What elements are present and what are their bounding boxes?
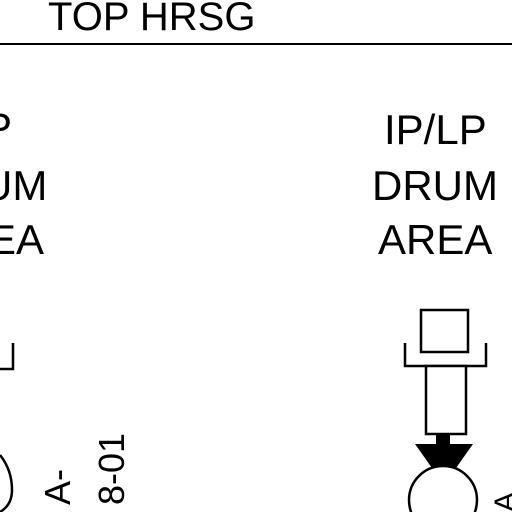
left-bracket-fragment bbox=[0, 343, 15, 371]
valve-tag: A- bbox=[37, 469, 78, 505]
valve-tag-number-group: 8-01 bbox=[91, 433, 132, 505]
right-area-label-line3: AREA bbox=[378, 216, 492, 263]
right-area-label-line1: IP/LP bbox=[384, 106, 487, 153]
right-tag-fragment-group: A bbox=[489, 492, 512, 512]
left-valve-body-fragment bbox=[0, 454, 14, 512]
actuator-connector bbox=[436, 434, 450, 444]
valve-tag-prefix: A- bbox=[37, 469, 78, 505]
right-tag-fragment: A bbox=[489, 492, 512, 512]
drawing-title: TOP HRSG bbox=[48, 0, 255, 39]
actuator-stem-box bbox=[424, 364, 468, 436]
right-area-label-line2: DRUM bbox=[372, 162, 498, 209]
valve-actuator-symbol bbox=[403, 308, 488, 512]
left-area-label-line1: P bbox=[0, 104, 12, 151]
actuator-top-box bbox=[419, 308, 470, 354]
valve-bonnet bbox=[415, 444, 473, 468]
valve-body-circle bbox=[407, 464, 479, 512]
valve-tag-number: 8-01 bbox=[91, 433, 132, 505]
left-area-label-line3: EA bbox=[0, 216, 44, 263]
left-area-label-line2: UM bbox=[0, 162, 47, 209]
